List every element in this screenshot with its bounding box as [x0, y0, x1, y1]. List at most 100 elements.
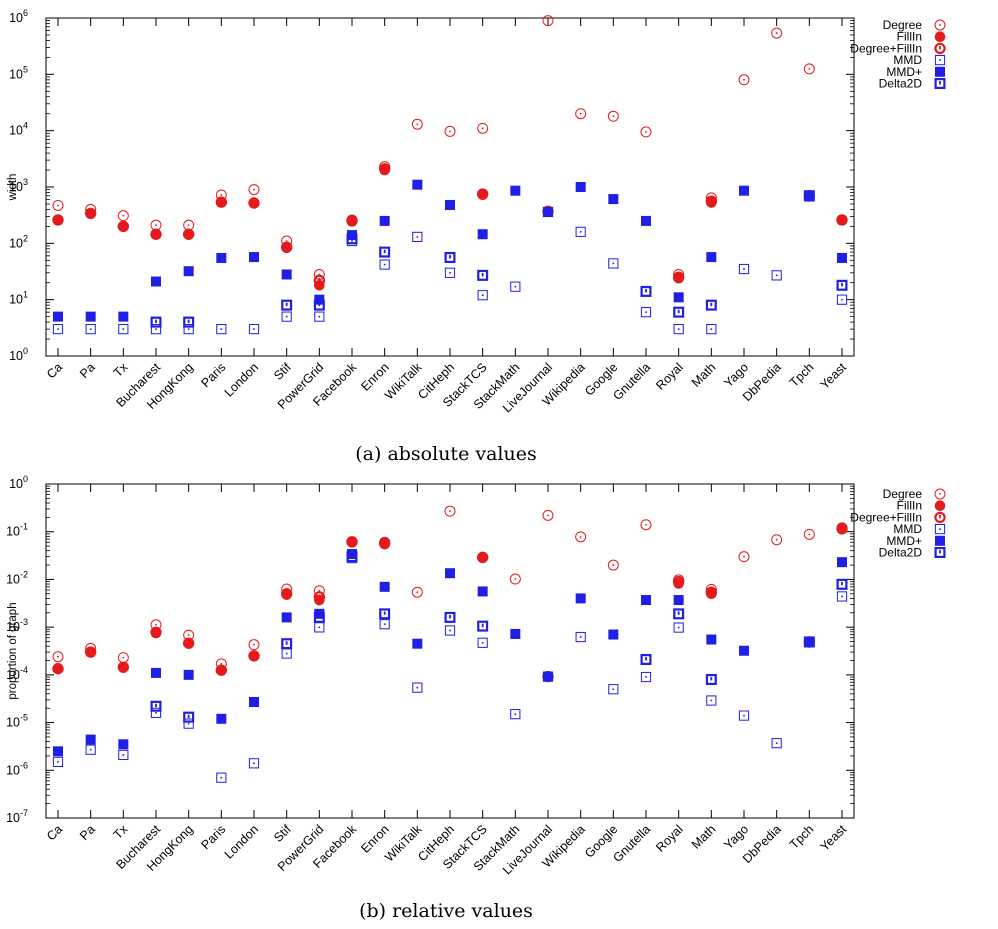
point-mmd-london [248, 324, 260, 335]
point-mmd-yeast [837, 252, 847, 263]
point-mmd-wikitalk [412, 179, 423, 190]
point-degree-fillin-enron [378, 537, 391, 550]
point-mmd-yago [738, 263, 750, 275]
point-degree-fillin-stif [280, 588, 293, 600]
point-mmd-stackmath [510, 628, 521, 639]
point-degree-tx [117, 210, 129, 222]
y-tick-label: 105 [9, 64, 28, 81]
point-mmd-google [608, 194, 619, 205]
legend-marker-mmd [935, 66, 945, 77]
point-mmd-gnutella [641, 595, 651, 606]
point-delta2d-facebook [346, 233, 358, 245]
point-mmd-bucharest [151, 276, 161, 287]
point-degree-citheph [444, 505, 456, 517]
point-delta2d-gnutella [640, 285, 652, 297]
legend-label-delta2d: Delta2D [879, 546, 923, 560]
point-mmd-math [706, 252, 717, 263]
plot-frame [45, 483, 855, 819]
point-delta2d-enron [379, 246, 391, 258]
point-mmd-wikipedia [575, 593, 586, 604]
point-mmd-tx [118, 749, 129, 761]
point-mmd-math [706, 695, 717, 706]
point-degree-yago [738, 74, 750, 86]
point-degree-google [607, 110, 619, 122]
legend-label-degree: Degree [883, 487, 923, 501]
y-tick-label: 10-1 [6, 522, 28, 539]
point-mmd-bucharest [150, 324, 162, 335]
point-mmd-stackmath [510, 709, 521, 720]
point-delta2d-enron [379, 608, 391, 620]
point-delta2d-bucharest [150, 316, 162, 328]
y-axis-label: width [7, 174, 19, 202]
point-mmd-citheph [444, 267, 456, 278]
point-mmd-pa [85, 744, 96, 755]
point-delta2d-yeast [836, 578, 848, 590]
point-mmd-google [608, 629, 619, 640]
point-delta2d-citheph [444, 611, 456, 623]
point-mmd-gnutella [641, 215, 651, 226]
caption-b: (b) relative values [359, 900, 533, 922]
x-tick-label-pa: Pa [77, 360, 98, 381]
legend-label-degree-fillin: Degree+FillIn [850, 510, 922, 524]
point-degree-fillin-powergrid [313, 274, 326, 287]
point-delta2d-yeast [836, 279, 848, 291]
point-delta2d-math [705, 299, 717, 311]
legend-marker-fillin [934, 31, 946, 43]
legend-label-degree-fillin: Degree+FillIn [850, 41, 922, 55]
point-delta2d-stif [281, 299, 293, 311]
point-mmd-hongkong [183, 669, 194, 680]
point-mmd-ca [52, 324, 64, 335]
x-tick-label-yeast: Yeast [817, 822, 849, 854]
legend-marker-delta2d [934, 546, 946, 558]
point-mmd-wikipedia [575, 226, 586, 237]
point-degree-fillin-tx [117, 220, 130, 233]
point-degree-fillin-bucharest [150, 626, 162, 638]
point-degree-livejournal [542, 509, 554, 521]
point-degree-london [248, 184, 260, 196]
series-mmd [53, 549, 847, 757]
series-delta2d [150, 190, 848, 328]
point-mmd-gnutella [640, 307, 652, 318]
point-mmd-wikipedia [575, 182, 586, 192]
series-mmd [53, 179, 847, 322]
legend-label-mmd: MMD+ [886, 534, 922, 548]
y-tick-label: 100 [9, 474, 28, 491]
point-mmd-london [249, 252, 259, 263]
chart-relative-values: 10-710-610-510-410-310-210-1100proportio… [6, 474, 946, 877]
point-degree-fillin-ca [52, 662, 64, 675]
legend-marker-degree [934, 19, 946, 31]
point-delta2d-powergrid [313, 299, 325, 311]
point-degree-wikipedia [575, 108, 587, 120]
point-mmd-tx [118, 739, 129, 750]
x-tick-label-london: London [222, 360, 261, 399]
legend-label-mmd: MMD+ [886, 65, 922, 79]
point-degree-dbpedia [771, 534, 783, 546]
point-delta2d-stacktcs [477, 620, 489, 632]
point-mmd-math [706, 634, 717, 645]
point-degree-fillin-stacktcs [476, 551, 489, 564]
point-degree-fillin-paris [215, 196, 228, 208]
x-tick-label-stif: Stif [271, 360, 294, 383]
point-degree-gnutella [640, 519, 652, 531]
legend-label-mmd: MMD [893, 53, 922, 67]
point-delta2d-hongkong [183, 711, 195, 723]
series-fillin [52, 523, 848, 682]
point-degree-ca [52, 199, 64, 211]
point-mmd-math [706, 324, 717, 335]
x-tick-label-paris: Paris [198, 360, 228, 390]
point-degree-fillin-hongkong [182, 228, 195, 240]
point-mmd-citheph [444, 625, 456, 636]
y-tick-label: 10-2 [6, 569, 28, 586]
point-degree-fillin-london [248, 197, 260, 209]
x-tick-label-royal: Royal [653, 822, 686, 855]
point-degree-fillin-enron [378, 163, 391, 175]
point-mmd-powergrid [314, 311, 325, 322]
point-mmd-citheph [445, 199, 455, 210]
point-mmd-gnutella [640, 671, 652, 683]
x-tick-label-paris: Paris [198, 822, 228, 852]
x-tick-label-tpch: Tpch [787, 360, 817, 390]
point-mmd-enron [379, 581, 390, 592]
series-degree-fillin [52, 163, 848, 287]
